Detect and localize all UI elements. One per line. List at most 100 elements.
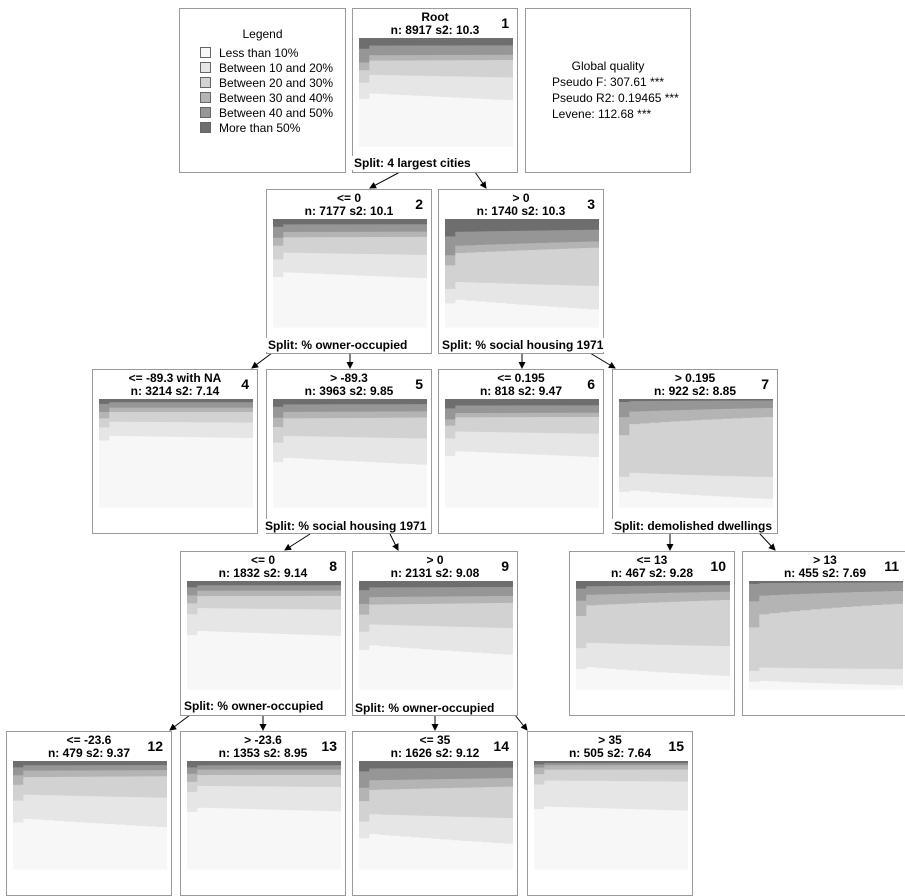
plot-band [557,417,569,434]
plot-band [595,763,607,766]
plot-band [690,399,702,402]
plot-band [527,219,538,232]
split-label-2: Split: % owner-occupied [266,338,410,352]
plot-band [334,399,346,405]
plot-band [258,809,270,870]
plot-band [283,457,295,508]
plot-band [170,422,182,438]
plot-band [516,399,528,406]
plot-band [140,411,151,423]
plot-band [430,626,442,651]
plot-band [482,627,494,654]
plot-band [289,761,301,766]
plot-band [544,769,556,782]
plot-band [441,587,452,598]
plot-band [678,601,690,646]
plot-band [646,769,658,782]
plot-band [486,302,497,328]
plot-band [146,765,158,771]
edge-2-4 [251,352,273,369]
plot-band [616,763,627,766]
plot-band [647,581,659,587]
plot-band [557,248,569,286]
plot-band [84,796,96,824]
plot-band [605,769,617,782]
plot-band [232,402,244,409]
plot-band [430,55,442,61]
plot-band [334,219,346,225]
plot-band [160,407,172,413]
plot-band [690,409,702,421]
legend-item-label: Less than 10% [219,46,299,60]
node-number: 4 [241,376,249,392]
plot-band [136,776,148,798]
plot-band [711,475,723,497]
plot-band [762,417,773,478]
legend-item: Less than 10% [200,46,298,60]
plot-band [279,634,291,690]
plot-band [882,591,894,606]
plot-band [576,615,587,649]
split-label-7: Split: demolished dwellings [612,519,775,533]
split-label-5: Split: % social housing 1971 [263,519,429,533]
split-label-1: Split: 4 largest cities [352,156,473,170]
plot-band [324,436,336,461]
plot-band [762,400,773,409]
plot-band [242,422,253,439]
plot-band [465,417,477,433]
plot-band [187,595,198,604]
node-stats: n: 1832 s2: 9.14 [218,566,308,580]
node-plot [445,399,599,508]
plot-band [406,231,418,238]
plot-band [355,219,366,225]
plot-band [400,38,411,47]
plot-band [303,219,315,225]
node-13: > -23.6 n: 1353 s2: 8.95 13 [180,731,346,896]
plot-band [585,761,597,764]
plot-band [647,671,659,690]
plot-band [344,224,356,233]
plot-band [217,590,229,597]
node-plot [619,399,773,508]
plot-band [721,399,733,402]
plot-band [451,60,463,78]
plot-band [187,781,198,793]
node-7: > 0.195 n: 922 s2: 8.85 7 [612,369,778,534]
plot-band [506,303,518,328]
node-stats: n: 7177 s2: 10.1 [304,204,394,218]
plot-band [385,231,397,238]
plot-band [273,277,284,328]
plot-band [709,645,721,676]
plot-band [506,250,518,285]
plot-band [170,411,182,423]
plot-band [385,224,397,233]
plot-band [502,77,513,101]
plot-band [420,38,432,47]
plot-band [627,670,639,690]
plot-band [197,581,209,586]
plot-band [416,231,427,238]
plot-band [892,591,903,605]
plot-band [410,55,422,62]
plot-band [475,405,487,414]
plot-band [482,596,494,604]
plot-band [242,437,253,508]
plot-band [283,404,295,413]
plot-band [310,609,322,636]
plot-band [369,60,381,76]
legend-swatch [200,92,211,103]
plot-band [441,768,452,780]
plot-band [677,810,688,870]
plot-band [187,811,198,870]
plot-band [742,476,754,499]
plot-band [677,763,688,766]
plot-band [379,60,391,76]
plot-band [248,595,260,610]
plot-band [396,224,408,233]
plot-band [293,436,305,460]
node-stats: n: 1353 s2: 8.95 [218,746,308,760]
plot-band [588,241,599,249]
legend-item: Between 40 and 50% [200,106,333,120]
plot-band [222,437,234,508]
plot-band [258,769,270,776]
